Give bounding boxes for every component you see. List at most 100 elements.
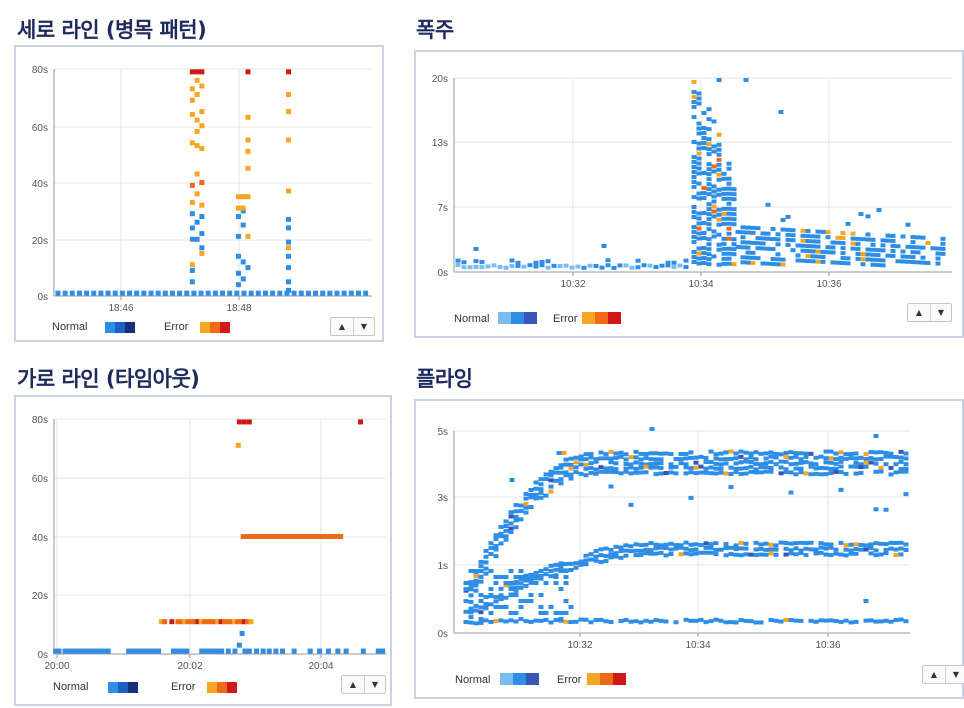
normal-point [543, 567, 549, 572]
normal-point [578, 471, 584, 476]
chevron-down-icon[interactable]: ▼ [937, 308, 945, 317]
normal-point [798, 618, 804, 623]
normal-point [683, 462, 689, 467]
normal-point [528, 593, 534, 597]
error-point [194, 69, 200, 75]
normal-point [533, 618, 539, 623]
normal-point [291, 290, 297, 296]
normal-point [553, 478, 559, 483]
chevron-up-icon[interactable]: ▲ [908, 304, 931, 321]
normal-point [798, 451, 804, 456]
normal-point [823, 542, 829, 547]
normal-point [843, 618, 849, 623]
normal-point [688, 495, 694, 500]
error-point [723, 471, 729, 476]
chevron-down-icon[interactable]: ▼ [360, 322, 368, 331]
normal-point [468, 569, 474, 573]
normal-point [658, 550, 664, 555]
normal-point [671, 264, 677, 269]
normal-point [716, 262, 722, 267]
x-tick-label: 10:32 [560, 279, 585, 290]
normal-point [701, 131, 707, 136]
normal-point [635, 258, 641, 263]
normal-point [539, 263, 545, 268]
y-tick-label: 5s [437, 427, 448, 438]
error-point [189, 97, 195, 103]
normal-point [883, 462, 889, 467]
normal-point [696, 246, 702, 251]
normal-point [745, 260, 751, 265]
error-point [726, 236, 732, 241]
normal-point [479, 265, 485, 270]
normal-point [731, 247, 737, 252]
normal-point [503, 528, 509, 533]
normal-point [823, 552, 829, 557]
error-point [189, 69, 195, 75]
normal-point [838, 459, 844, 464]
error-point [194, 77, 200, 83]
normal-point [313, 290, 319, 296]
normal-point [883, 547, 889, 552]
error-point [267, 534, 273, 539]
normal-point [478, 579, 484, 584]
normal-point [865, 257, 871, 262]
normal-point [518, 575, 524, 579]
error-point [293, 534, 299, 539]
x-tick-label: 10:36 [816, 279, 841, 290]
normal-point [578, 617, 584, 622]
chevron-down-icon[interactable]: ▼ [952, 670, 960, 679]
normal-point [298, 290, 304, 296]
normal-point [845, 261, 851, 266]
normal-point [745, 240, 751, 245]
normal-point [903, 462, 909, 467]
error-point [750, 260, 756, 265]
error-point [194, 92, 200, 98]
normal-point [813, 462, 819, 467]
normal-point [132, 648, 138, 654]
normal-point [72, 648, 78, 654]
normal-point [643, 547, 649, 552]
normal-point [723, 461, 729, 466]
error-point [189, 86, 195, 92]
normal-point [735, 245, 741, 249]
chevron-up-icon[interactable]: ▲ [342, 676, 365, 693]
normal-point [698, 464, 704, 469]
normal-point [840, 251, 846, 256]
normal-point [701, 211, 707, 216]
normal-point [548, 478, 554, 483]
error-point [838, 450, 844, 455]
normal-point [743, 457, 749, 462]
normal-point [688, 542, 694, 547]
normal-point [726, 216, 732, 221]
normal-point [838, 552, 844, 557]
normal-point [545, 265, 551, 270]
normal-point [503, 575, 509, 579]
normal-point [548, 563, 554, 568]
normal-point [508, 593, 514, 597]
error-point [503, 583, 509, 588]
normal-point [523, 496, 529, 501]
normal-point [683, 465, 689, 470]
normal-point [855, 251, 861, 256]
normal-point [528, 619, 534, 624]
normal-point [629, 265, 635, 270]
normal-point [711, 149, 717, 154]
chevron-up-icon[interactable]: ▲ [923, 666, 946, 683]
normal-point [683, 540, 689, 545]
normal-point [608, 620, 614, 625]
normal-point [202, 648, 208, 654]
chevron-up-icon[interactable]: ▲ [331, 318, 354, 335]
error-point [573, 460, 579, 465]
normal-point [548, 574, 554, 579]
normal-point [538, 569, 544, 573]
normal-point [493, 536, 499, 541]
normal-point [716, 142, 722, 147]
normal-point [488, 551, 494, 556]
normal-point [493, 547, 499, 552]
normal-point [523, 492, 529, 497]
normal-point [753, 457, 759, 462]
normal-point [696, 261, 702, 266]
normal-point [785, 242, 791, 247]
chevron-down-icon[interactable]: ▼ [371, 680, 379, 689]
error-point [175, 619, 181, 625]
